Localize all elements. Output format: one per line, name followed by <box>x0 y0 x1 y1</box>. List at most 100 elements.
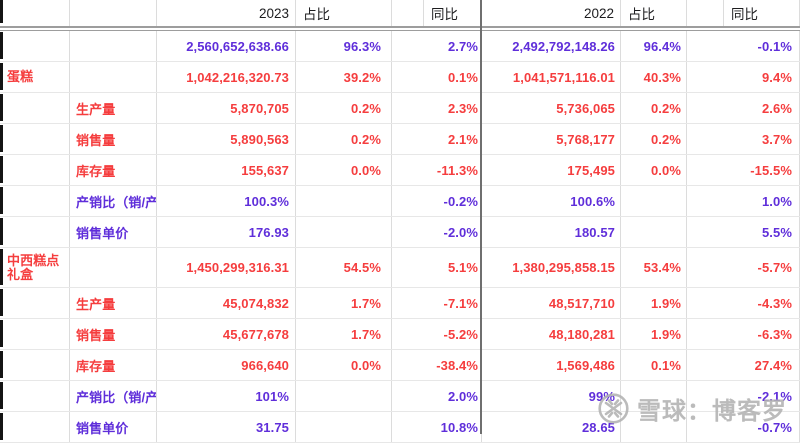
cell-category[interactable] <box>0 93 70 123</box>
cell-category[interactable]: 蛋糕 <box>0 62 70 92</box>
cell-value-2022[interactable]: 100.6% <box>482 186 621 216</box>
cell-share-2023[interactable]: 0.0% <box>296 350 392 380</box>
cell-metric[interactable]: 库存量 <box>70 155 157 185</box>
cell-yoy-2023[interactable]: 2.7% <box>392 31 482 61</box>
cell-value-2022[interactable]: 5,768,177 <box>482 124 621 154</box>
cell-category[interactable] <box>0 288 70 318</box>
cell-value-2022[interactable]: 180.57 <box>482 217 621 247</box>
cell-yoy-2022[interactable]: -5.7% <box>687 248 800 287</box>
cell-metric[interactable]: 销售量 <box>70 319 157 349</box>
header-metric-column[interactable] <box>70 0 157 26</box>
cell-category[interactable] <box>0 381 70 411</box>
cell-yoy-2022[interactable]: 1.0% <box>687 186 800 216</box>
cell-yoy-2022[interactable]: 9.4% <box>687 62 800 92</box>
cell-yoy-2023[interactable]: 2.1% <box>392 124 482 154</box>
cell-yoy-2023[interactable]: 0.1% <box>392 62 482 92</box>
header-category-column[interactable] <box>0 0 70 26</box>
cell-category[interactable] <box>0 155 70 185</box>
cell-share-2023[interactable]: 39.2% <box>296 62 392 92</box>
header-share-2023[interactable]: 占比 <box>296 0 392 26</box>
cell-category[interactable] <box>0 186 70 216</box>
cell-value-2023[interactable]: 101% <box>157 381 296 411</box>
cell-yoy-2023[interactable]: -2.0% <box>392 217 482 247</box>
cell-share-2023[interactable]: 0.0% <box>296 155 392 185</box>
header-share-2022[interactable]: 占比 <box>621 0 687 26</box>
cell-value-2022[interactable]: 1,380,295,858.15 <box>482 248 621 287</box>
cell-category[interactable] <box>0 217 70 247</box>
cell-yoy-2022[interactable]: -6.3% <box>687 319 800 349</box>
cell-share-2023[interactable]: 0.2% <box>296 93 392 123</box>
cell-category[interactable] <box>0 319 70 349</box>
cell-metric[interactable]: 销售量 <box>70 124 157 154</box>
header-year-2023[interactable]: 2023 <box>157 0 296 26</box>
cell-metric[interactable]: 销售单价 <box>70 217 157 247</box>
cell-share-2022[interactable] <box>621 217 687 247</box>
cell-share-2022[interactable] <box>621 381 687 411</box>
cell-category[interactable] <box>0 350 70 380</box>
cell-share-2023[interactable]: 0.2% <box>296 124 392 154</box>
cell-share-2022[interactable]: 0.2% <box>621 124 687 154</box>
cell-value-2022[interactable]: 99% <box>482 381 621 411</box>
cell-metric[interactable]: 库存量 <box>70 350 157 380</box>
cell-value-2022[interactable]: 5,736,065 <box>482 93 621 123</box>
cell-metric[interactable] <box>70 248 157 287</box>
cell-value-2022[interactable]: 48,517,710 <box>482 288 621 318</box>
cell-metric[interactable]: 生产量 <box>70 93 157 123</box>
cell-share-2022[interactable]: 53.4% <box>621 248 687 287</box>
cell-value-2023[interactable]: 5,870,705 <box>157 93 296 123</box>
cell-value-2022[interactable]: 1,041,571,116.01 <box>482 62 621 92</box>
cell-value-2023[interactable]: 155,637 <box>157 155 296 185</box>
cell-yoy-2022[interactable]: 2.6% <box>687 93 800 123</box>
cell-value-2022[interactable]: 2,492,792,148.26 <box>482 31 621 61</box>
cell-yoy-2023[interactable]: 5.1% <box>392 248 482 287</box>
cell-value-2023[interactable]: 1,042,216,320.73 <box>157 62 296 92</box>
header-yoy-2022[interactable]: 同比 <box>724 0 800 26</box>
cell-yoy-2022[interactable]: -0.7% <box>687 412 800 442</box>
cell-category[interactable] <box>0 31 70 61</box>
cell-share-2023[interactable] <box>296 217 392 247</box>
cell-share-2022[interactable]: 40.3% <box>621 62 687 92</box>
cell-category[interactable] <box>0 124 70 154</box>
cell-value-2022[interactable]: 175,495 <box>482 155 621 185</box>
cell-value-2023[interactable]: 31.75 <box>157 412 296 442</box>
cell-yoy-2023[interactable]: 2.0% <box>392 381 482 411</box>
cell-value-2023[interactable]: 45,677,678 <box>157 319 296 349</box>
cell-yoy-2023[interactable]: 2.3% <box>392 93 482 123</box>
cell-share-2023[interactable]: 96.3% <box>296 31 392 61</box>
cell-share-2022[interactable]: 1.9% <box>621 319 687 349</box>
cell-share-2023[interactable]: 1.7% <box>296 288 392 318</box>
header-spacer-right[interactable] <box>687 0 724 26</box>
header-yoy-2023[interactable]: 同比 <box>424 0 482 26</box>
cell-value-2022[interactable]: 1,569,486 <box>482 350 621 380</box>
cell-share-2022[interactable]: 0.2% <box>621 93 687 123</box>
cell-yoy-2022[interactable]: -0.1% <box>687 31 800 61</box>
cell-share-2022[interactable]: 0.0% <box>621 155 687 185</box>
cell-yoy-2022[interactable]: 5.5% <box>687 217 800 247</box>
cell-share-2023[interactable]: 54.5% <box>296 248 392 287</box>
cell-category[interactable]: 中西糕点礼盒 <box>0 248 70 287</box>
cell-share-2023[interactable]: 1.7% <box>296 319 392 349</box>
cell-yoy-2022[interactable]: 3.7% <box>687 124 800 154</box>
header-spacer-left[interactable] <box>392 0 424 26</box>
cell-share-2023[interactable] <box>296 186 392 216</box>
cell-yoy-2022[interactable]: -4.3% <box>687 288 800 318</box>
cell-share-2022[interactable] <box>621 412 687 442</box>
cell-category[interactable] <box>0 412 70 442</box>
cell-yoy-2023[interactable]: -38.4% <box>392 350 482 380</box>
cell-yoy-2023[interactable]: -0.2% <box>392 186 482 216</box>
cell-value-2023[interactable]: 45,074,832 <box>157 288 296 318</box>
cell-share-2023[interactable] <box>296 412 392 442</box>
cell-yoy-2022[interactable]: -15.5% <box>687 155 800 185</box>
cell-metric[interactable]: 生产量 <box>70 288 157 318</box>
cell-yoy-2023[interactable]: -11.3% <box>392 155 482 185</box>
cell-yoy-2023[interactable]: 10.8% <box>392 412 482 442</box>
cell-share-2023[interactable] <box>296 381 392 411</box>
cell-metric[interactable]: 产销比（销/产 <box>70 186 157 216</box>
cell-share-2022[interactable]: 1.9% <box>621 288 687 318</box>
cell-value-2023[interactable]: 100.3% <box>157 186 296 216</box>
cell-value-2022[interactable]: 28.65 <box>482 412 621 442</box>
cell-yoy-2023[interactable]: -5.2% <box>392 319 482 349</box>
cell-yoy-2023[interactable]: -7.1% <box>392 288 482 318</box>
header-year-2022[interactable]: 2022 <box>482 0 621 26</box>
cell-share-2022[interactable]: 0.1% <box>621 350 687 380</box>
